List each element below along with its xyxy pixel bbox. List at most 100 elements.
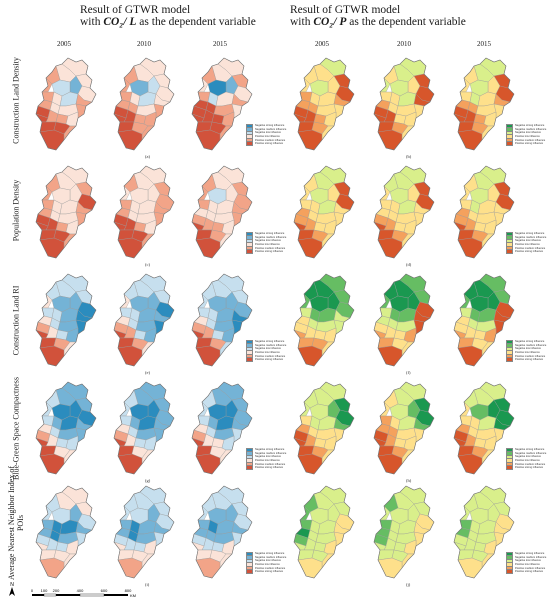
choropleth-map-right-row2-2015 [453, 165, 515, 259]
map-outline [113, 485, 175, 579]
choropleth-map-right-row2-2010 [373, 165, 435, 259]
panel-letter-left-row2: (c) [145, 262, 150, 267]
legend-label: Negative low influence [515, 239, 541, 243]
map-outline [293, 165, 355, 259]
legend-swatch [506, 141, 513, 147]
map-outline [453, 485, 515, 579]
legend-item: Positive strong influence [246, 357, 302, 363]
panel-letter-right-row2: (d) [406, 262, 412, 267]
row-label-construction-land-density: Construction Land Density [11, 57, 21, 144]
legend-label: Negative low influence [255, 131, 281, 135]
panel-letter-right-row3: (f) [406, 370, 411, 375]
year-label-left-2015: 2015 [213, 40, 227, 48]
choropleth-map-right-row3-2005 [293, 273, 355, 367]
legend-label: Negative medium influence [515, 451, 547, 455]
legend-right-row5: Negative strong influence Negative medium… [506, 551, 550, 575]
legend-label: Positive strong influence [255, 466, 284, 470]
legend-label: Positive strong influence [255, 570, 284, 574]
map-region [39, 129, 65, 151]
map-outline [453, 165, 515, 259]
choropleth-map-right-row5-2005 [293, 485, 355, 579]
map-region [377, 237, 403, 259]
legend-label: Negative medium influence [255, 555, 287, 559]
legend-label: Negative low influence [515, 347, 541, 351]
legend-label: Positive low influence [255, 459, 280, 463]
legend-item: Positive strong influence [246, 569, 302, 575]
legend-left-row1: Negative strong influence Negative medium… [246, 123, 302, 147]
map-region [195, 453, 221, 475]
choropleth-map-left-row2-2005 [35, 165, 97, 259]
map-outline [113, 273, 175, 367]
legend-label: Positive low influence [255, 351, 280, 355]
north-label: N [10, 582, 14, 588]
legend-label: Negative medium influence [255, 451, 287, 455]
legend-label: Negative strong influence [515, 552, 545, 556]
map-region [39, 345, 65, 367]
legend-label: Negative low influence [515, 559, 541, 563]
legend-left-row4: Negative strong influence Negative medium… [246, 447, 302, 471]
choropleth-map-right-row1-2010 [373, 57, 435, 151]
map-outline [191, 485, 253, 579]
map-region [39, 237, 65, 259]
legend-right-row3: Negative strong influence Negative medium… [506, 339, 550, 363]
map-outline [293, 381, 355, 475]
map-region [377, 557, 403, 579]
legend-label: Positive medium influence [515, 354, 546, 358]
choropleth-map-left-row5-2015 [191, 485, 253, 579]
choropleth-map-left-row4-2015 [191, 381, 253, 475]
map-outline [373, 57, 435, 151]
map-region [117, 237, 143, 259]
legend-swatch [246, 249, 253, 255]
map-region [117, 129, 143, 151]
choropleth-map-right-row1-2015 [453, 57, 515, 151]
legend-label: Negative medium influence [515, 127, 547, 131]
map-region [457, 129, 483, 151]
choropleth-map-left-row4-2005 [35, 381, 97, 475]
panel-letter-right-row4: (h) [406, 478, 412, 483]
legend-label: Positive strong influence [515, 466, 544, 470]
choropleth-map-left-row3-2010 [113, 273, 175, 367]
row-label-average-nearest-neighbor-index: Average Nearest Neighbor Index of POIs [7, 465, 25, 581]
map-outline [191, 273, 253, 367]
map-outline [373, 485, 435, 579]
legend-label: Positive strong influence [515, 142, 544, 146]
map-region [457, 453, 483, 475]
legend-label: Negative strong influence [255, 124, 285, 128]
legend-label: Positive medium influence [255, 138, 286, 142]
legend-item: Positive strong influence [506, 569, 550, 575]
panel-letter-left-row5: (i) [145, 582, 150, 587]
map-region [195, 557, 221, 579]
choropleth-map-left-row3-2005 [35, 273, 97, 367]
legend-item: Positive strong influence [246, 141, 302, 147]
legend-label: Positive strong influence [515, 570, 544, 574]
row-label-construction-land-ri: Construction Land RI [11, 285, 21, 356]
legend-label: Negative strong influence [515, 232, 545, 236]
map-outline [373, 165, 435, 259]
legend-left-row3: Negative strong influence Negative medium… [246, 339, 302, 363]
legend-label: Negative medium influence [515, 235, 547, 239]
map-region [117, 453, 143, 475]
choropleth-map-left-row2-2010 [113, 165, 175, 259]
legend-swatch [246, 141, 253, 147]
map-outline [113, 381, 175, 475]
legend-item: Positive strong influence [506, 141, 550, 147]
choropleth-map-left-row5-2005 [35, 485, 97, 579]
scale-tick-800: 800 [125, 588, 132, 593]
legend-label: Negative strong influence [255, 552, 285, 556]
legend-right-row4: Negative strong influence Negative medium… [506, 447, 550, 471]
year-label-right-2010: 2010 [397, 40, 411, 48]
map-region [377, 129, 403, 151]
legend-swatch [246, 569, 253, 575]
map-outline [373, 273, 435, 367]
legend-label: Positive medium influence [515, 566, 546, 570]
map-outline [35, 381, 97, 475]
map-outline [191, 57, 253, 151]
legend-label: Positive strong influence [255, 142, 284, 146]
choropleth-map-left-row5-2010 [113, 485, 175, 579]
legend-label: Positive medium influence [255, 566, 286, 570]
choropleth-map-right-row4-2005 [293, 381, 355, 475]
legend-label: Positive strong influence [255, 250, 284, 254]
legend-swatch [246, 357, 253, 363]
right-title: Result of GTWR model with CO₂/ P as the … [290, 4, 466, 28]
legend-label: Positive medium influence [255, 462, 286, 466]
